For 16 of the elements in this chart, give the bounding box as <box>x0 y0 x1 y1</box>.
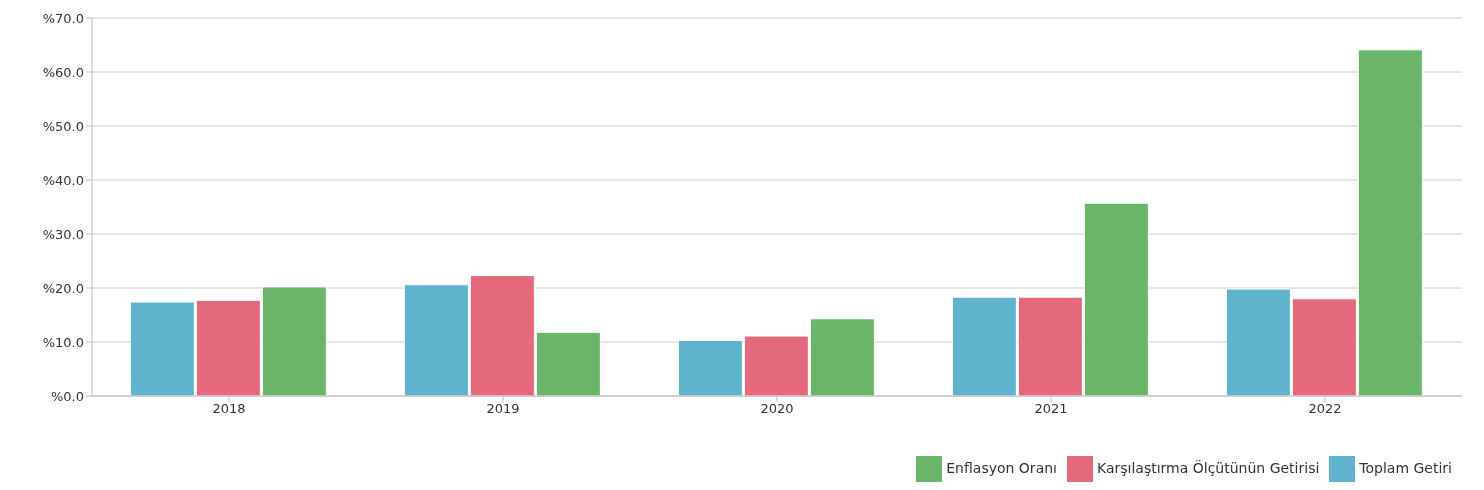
x-tick-label: 2019 <box>486 401 520 417</box>
y-tick-label: %60.0 <box>42 64 84 80</box>
y-tick-label: %0.0 <box>50 388 84 404</box>
legend-label: Enflasyon Oranı <box>946 459 1057 476</box>
y-tick-label: %20.0 <box>42 280 84 296</box>
y-tick-label: %10.0 <box>42 334 84 350</box>
x-tick-label: 2020 <box>760 401 794 417</box>
x-tick-label: 2021 <box>1034 401 1068 417</box>
legend-label: Karşılaştırma Ölçütünün Getirisi <box>1096 459 1320 476</box>
y-tick-label: %40.0 <box>42 172 84 188</box>
x-tick-label: 2022 <box>1308 401 1342 417</box>
y-tick-label: %50.0 <box>42 118 84 134</box>
legend-label: Toplam Getiri <box>1359 459 1452 476</box>
x-tick-label: 2018 <box>212 401 246 417</box>
y-tick-label: %30.0 <box>42 226 84 242</box>
y-tick-label: %70.0 <box>42 10 84 26</box>
